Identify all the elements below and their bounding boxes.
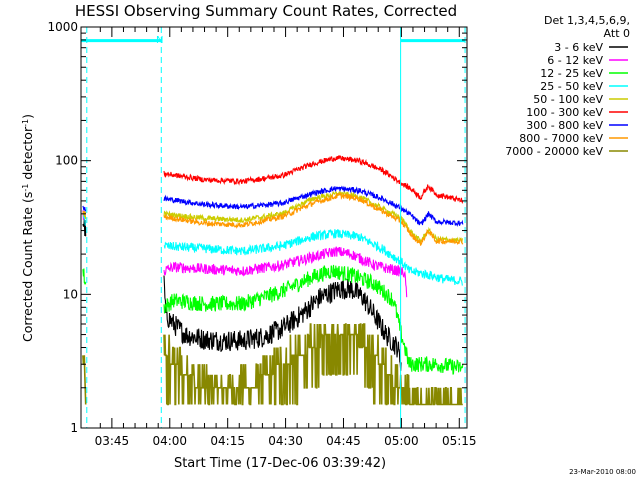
legend-label: 25 - 50 keV (540, 80, 603, 93)
x-tick-label: 05:15 (442, 434, 477, 448)
legend-label: 3 - 6 keV (554, 41, 603, 54)
series-line (82, 192, 464, 246)
x-tick-label: 04:15 (210, 434, 245, 448)
x-tick-label: 05:00 (384, 434, 419, 448)
footer-date: 23-Mar-2010 08:00 (569, 468, 636, 476)
y-tick-label: 1000 (47, 20, 78, 34)
legend-header-detectors: Det 1,3,4,5,6,9, (544, 14, 630, 27)
legend-label: 800 - 7000 keV (519, 132, 603, 145)
x-tick-label: 04:30 (268, 434, 303, 448)
y-tick-label: 100 (55, 154, 78, 168)
legend-label: 100 - 300 keV (526, 106, 603, 119)
legend-label: 50 - 100 keV (533, 93, 603, 106)
series-line (163, 155, 464, 205)
x-tick-label: 04:00 (152, 434, 187, 448)
y-axis-label-end: ) (20, 114, 35, 119)
y-axis-label-mid: detector (20, 126, 35, 184)
y-axis: 1 10 100 1000 (47, 20, 467, 435)
x-axis: 03:45 04:00 04:15 04:30 04:45 05:00 05:15 (95, 27, 477, 448)
y-axis-label-sup2: -1 (21, 119, 30, 127)
chart-title: HESSI Observing Summary Count Rates, Cor… (75, 2, 457, 20)
annotation-n: N (156, 35, 163, 46)
y-axis-label-sup1: -1 (21, 184, 30, 192)
legend-label: 12 - 25 keV (540, 67, 603, 80)
x-tick-label: 03:45 (95, 434, 130, 448)
night-markers (81, 27, 466, 428)
y-axis-label: Corrected Count Rate (s-1 detector-1) (20, 114, 35, 342)
x-axis-label: Start Time (17-Dec-06 03:39:42) (174, 456, 386, 471)
series-line (82, 264, 464, 375)
legend-label: 300 - 800 keV (526, 119, 603, 132)
series-line (82, 185, 464, 227)
legend-label: 7000 - 20000 keV (505, 145, 603, 158)
y-tick-label: 10 (63, 287, 78, 301)
y-axis-label-main: Corrected Count Rate (s (20, 192, 35, 342)
y-tick-label: 1 (70, 421, 78, 435)
legend-label: 6 - 12 keV (547, 54, 603, 67)
series-line (82, 323, 463, 406)
series-layer (82, 155, 464, 406)
x-tick-label: 04:45 (326, 434, 361, 448)
legend-header-attenuator: Att 0 (604, 27, 630, 40)
